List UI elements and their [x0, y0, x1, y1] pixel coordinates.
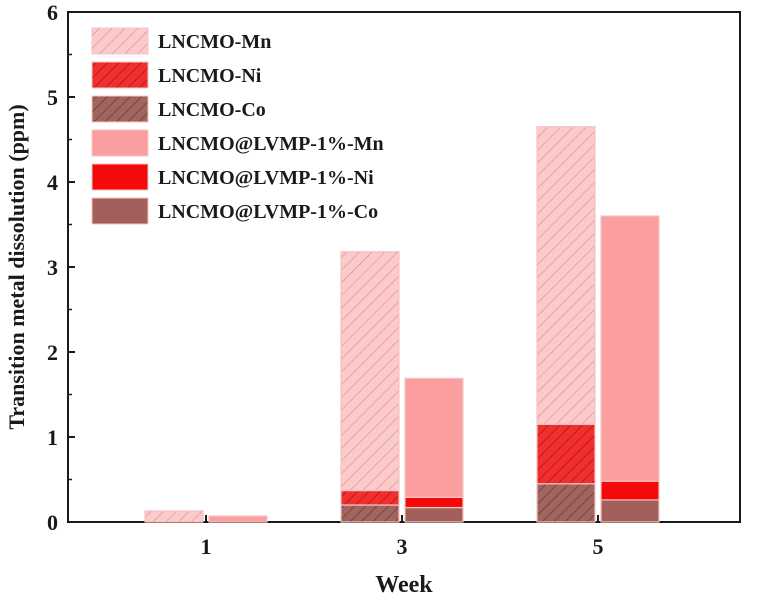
- bar-segment-lncmo-lvmp-1-ni-week-5: [600, 480, 660, 501]
- y-tick-label: 6: [47, 0, 58, 25]
- bar-segment-lncmo-co-week-3: [340, 504, 400, 523]
- bar-segment-lncmo-mn-week-5: [536, 126, 596, 425]
- legend-swatch: [91, 163, 149, 191]
- legend-swatch: [91, 95, 149, 123]
- bar-segment-lncmo-lvmp-1-ni-week-3: [404, 496, 464, 509]
- y-tick-label: 2: [47, 340, 58, 365]
- bar-segment-lncmo-lvmp-1-co-week-3: [404, 506, 464, 523]
- legend-swatch: [91, 197, 149, 225]
- y-tick-label: 4: [47, 170, 58, 195]
- y-tick-label: 5: [47, 85, 58, 110]
- legend-label: LNCMO-Co: [158, 99, 266, 121]
- legend-swatch: [91, 129, 149, 157]
- legend-label: LNCMO@LVMP-1%-Co: [158, 201, 378, 223]
- bar-segment-lncmo-lvmp-1-co-week-5: [600, 499, 660, 523]
- bar-segment-lncmo-lvmp-1-mn-week-5: [600, 215, 660, 482]
- bar-segment-lncmo-ni-week-3: [340, 489, 400, 506]
- y-tick-label: 3: [47, 255, 58, 280]
- bar-segment-lncmo-mn-week-1: [144, 510, 204, 523]
- y-axis-label: Transition metal dissolution (ppm): [4, 104, 29, 429]
- x-axis-label: Week: [375, 572, 433, 598]
- legend-label: LNCMO@LVMP-1%-Mn: [158, 133, 384, 155]
- bar-segment-lncmo-ni-week-5: [536, 423, 596, 485]
- legend-swatch: [91, 27, 149, 55]
- legend-label: LNCMO@LVMP-1%-Ni: [158, 167, 374, 189]
- bar-segment-lncmo-co-week-5: [536, 483, 596, 523]
- x-tick-label: 1: [201, 534, 212, 559]
- legend-swatch: [91, 61, 149, 89]
- legend-label: LNCMO-Ni: [158, 65, 262, 87]
- y-tick-label: 0: [47, 510, 58, 535]
- y-tick-label: 1: [47, 425, 58, 450]
- bar-segment-lncmo-mn-week-3: [340, 251, 400, 492]
- bar-segment-lncmo-lvmp-1-mn-week-1: [208, 515, 268, 523]
- bar-segment-lncmo-lvmp-1-mn-week-3: [404, 377, 464, 498]
- x-tick-label: 5: [593, 534, 604, 559]
- x-tick-label: 3: [397, 534, 408, 559]
- legend-label: LNCMO-Mn: [158, 31, 271, 53]
